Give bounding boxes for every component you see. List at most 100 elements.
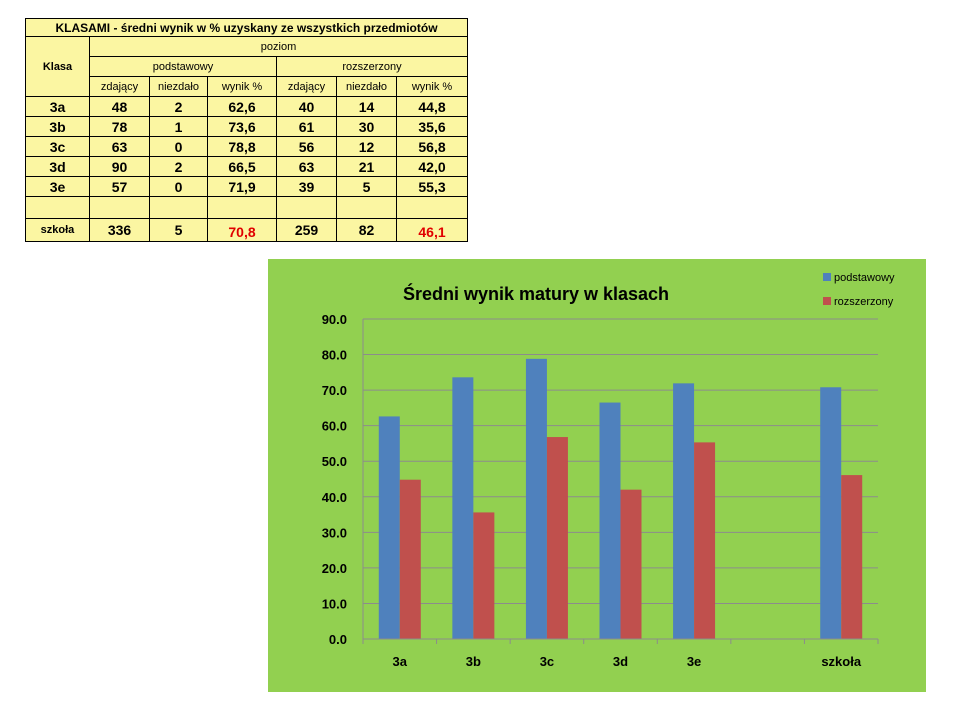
y-tick-label: 70.0 bbox=[322, 383, 347, 398]
bar-extended bbox=[473, 512, 495, 639]
bar-basic bbox=[820, 387, 842, 639]
school-row: szkoła 336 5 70,8 259 82 46,1 bbox=[25, 218, 468, 242]
school-label: szkoła bbox=[25, 218, 90, 242]
bar-basic bbox=[673, 383, 695, 639]
class-cell: 3a bbox=[25, 96, 90, 117]
empty-cell bbox=[149, 196, 208, 219]
class-cell: 3b bbox=[25, 116, 90, 137]
value-cell: 48 bbox=[89, 96, 150, 117]
percent-cell: 56,8 bbox=[396, 136, 468, 157]
extended-level-header: rozszerzony bbox=[276, 56, 468, 77]
value-cell: 336 bbox=[89, 218, 150, 242]
value-cell: 57 bbox=[89, 176, 150, 197]
x-tick-label: 3c bbox=[540, 654, 554, 669]
percent-cell: 62,6 bbox=[207, 96, 277, 117]
y-tick-label: 30.0 bbox=[322, 525, 347, 540]
value-cell: 5 bbox=[336, 176, 397, 197]
class-cell: 3e bbox=[25, 176, 90, 197]
results-table: KLASAMI - średni wynik w % uzyskany ze w… bbox=[25, 18, 468, 242]
bar-basic bbox=[599, 402, 621, 639]
value-cell: 56 bbox=[276, 136, 337, 157]
sub-header: zdający bbox=[89, 76, 150, 97]
value-cell: 39 bbox=[276, 176, 337, 197]
x-tick-label: szkoła bbox=[821, 654, 862, 669]
bar-basic bbox=[452, 377, 474, 639]
percent-cell: 73,6 bbox=[207, 116, 277, 137]
chart-area: Średni wynik matury w klasach 0.0 10.0 20.… bbox=[268, 259, 926, 692]
x-tick-label: 3b bbox=[466, 654, 481, 669]
sub-header: wynik % bbox=[207, 76, 277, 97]
sub-header: wynik % bbox=[396, 76, 468, 97]
empty-cell bbox=[25, 196, 90, 219]
table-row: 3e 57 0 71,9 39 5 55,3 bbox=[25, 176, 468, 197]
x-tick-label: 3d bbox=[613, 654, 628, 669]
bar-extended bbox=[841, 475, 863, 639]
value-cell: 2 bbox=[149, 156, 208, 177]
axis-layer: 0.0 10.0 20.0 30.0 40.0 50.0 60.0 70.0 80.0 90.0 3… bbox=[322, 312, 879, 669]
legend-label-extended: rozszerzony bbox=[834, 296, 894, 308]
level-header: poziom bbox=[89, 36, 468, 57]
value-cell: 78 bbox=[89, 116, 150, 137]
legend-swatch-basic bbox=[823, 273, 831, 281]
sub-header: niezdało bbox=[149, 76, 208, 97]
table-title: KLASAMI - średni wynik w % uzyskany ze w… bbox=[25, 18, 468, 37]
value-cell: 63 bbox=[276, 156, 337, 177]
percent-cell: 71,9 bbox=[207, 176, 277, 197]
class-cell: 3c bbox=[25, 136, 90, 157]
percent-cell: 44,8 bbox=[396, 96, 468, 117]
value-cell: 21 bbox=[336, 156, 397, 177]
value-cell: 63 bbox=[89, 136, 150, 157]
value-cell: 12 bbox=[336, 136, 397, 157]
value-cell: 14 bbox=[336, 96, 397, 117]
empty-cell bbox=[207, 196, 277, 219]
value-cell: 30 bbox=[336, 116, 397, 137]
y-tick-label: 10.0 bbox=[322, 596, 347, 611]
sub-header: niezdało bbox=[336, 76, 397, 97]
legend-label-basic: podstawowy bbox=[834, 272, 895, 284]
legend-swatch-extended bbox=[823, 297, 831, 305]
percent-cell: 42,0 bbox=[396, 156, 468, 177]
percent-cell: 35,6 bbox=[396, 116, 468, 137]
y-tick-label: 40.0 bbox=[322, 490, 347, 505]
value-cell: 61 bbox=[276, 116, 337, 137]
y-tick-label: 50.0 bbox=[322, 454, 347, 469]
y-tick-label: 0.0 bbox=[329, 632, 347, 647]
value-cell: 259 bbox=[276, 218, 337, 242]
value-cell: 2 bbox=[149, 96, 208, 117]
bar-basic bbox=[525, 358, 547, 639]
value-cell: 82 bbox=[336, 218, 397, 242]
bar-extended bbox=[694, 442, 716, 639]
bar-extended bbox=[399, 479, 421, 639]
percent-cell: 66,5 bbox=[207, 156, 277, 177]
value-cell: 90 bbox=[89, 156, 150, 177]
basic-level-header: podstawowy bbox=[89, 56, 277, 77]
percent-cell: 78,8 bbox=[207, 136, 277, 157]
table-row: 3d 90 2 66,5 63 21 42,0 bbox=[25, 156, 468, 177]
school-percent-cell: 46,1 bbox=[396, 218, 468, 242]
legend: podstawowy rozszerzony bbox=[823, 272, 895, 308]
chart-title: Średni wynik matury w klasach bbox=[403, 283, 669, 304]
table-row: 3a 48 2 62,6 40 14 44,8 bbox=[25, 96, 468, 117]
bar-chart: Średni wynik matury w klasach 0.0 10.0 20.… bbox=[322, 272, 895, 669]
sub-header: zdający bbox=[276, 76, 337, 97]
class-cell: 3d bbox=[25, 156, 90, 177]
class-header: Klasa bbox=[25, 36, 90, 97]
x-tick-label: 3e bbox=[687, 654, 701, 669]
percent-cell: 55,3 bbox=[396, 176, 468, 197]
y-tick-label: 90.0 bbox=[322, 312, 347, 327]
school-percent-cell: 70,8 bbox=[207, 218, 277, 242]
bar-layer bbox=[378, 358, 863, 639]
value-cell: 0 bbox=[149, 176, 208, 197]
table-row: 3b 78 1 73,6 61 30 35,6 bbox=[25, 116, 468, 137]
table-row-empty bbox=[25, 196, 468, 219]
y-tick-label: 80.0 bbox=[322, 348, 347, 363]
empty-cell bbox=[89, 196, 150, 219]
empty-cell bbox=[276, 196, 337, 219]
value-cell: 40 bbox=[276, 96, 337, 117]
empty-cell bbox=[336, 196, 397, 219]
value-cell: 0 bbox=[149, 136, 208, 157]
y-tick-label: 60.0 bbox=[322, 419, 347, 434]
value-cell: 5 bbox=[149, 218, 208, 242]
bar-extended bbox=[620, 489, 642, 639]
bar-basic bbox=[378, 416, 400, 639]
